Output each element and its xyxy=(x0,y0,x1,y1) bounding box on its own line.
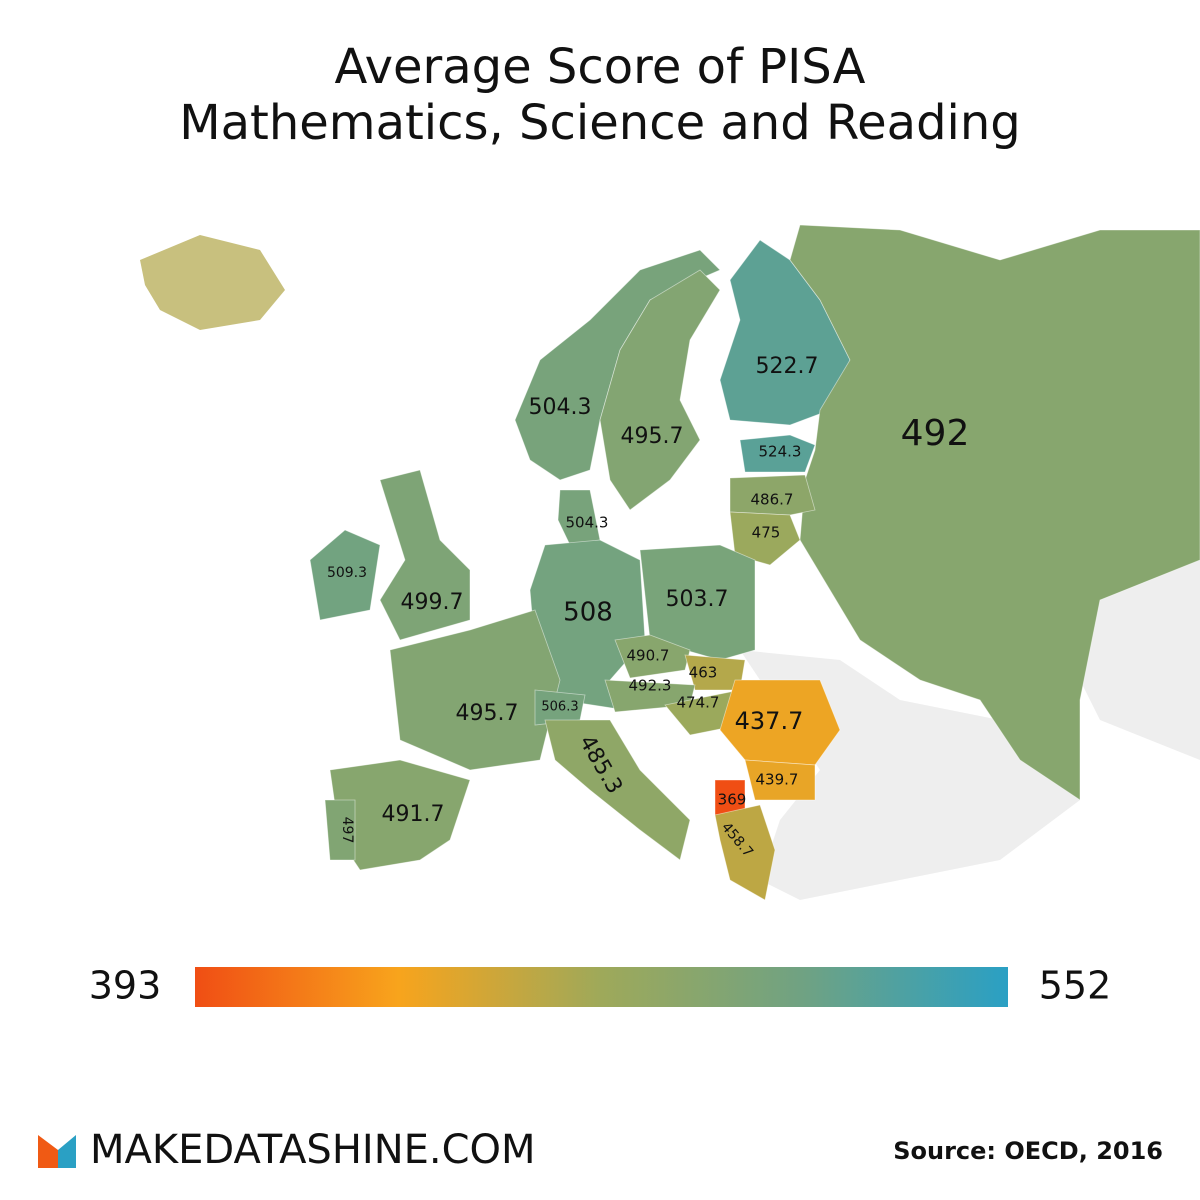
brand: MAKEDATASHINE.COM xyxy=(90,1127,536,1173)
legend-min: 393 xyxy=(89,964,162,1008)
country xyxy=(744,759,816,801)
country xyxy=(324,799,356,861)
country xyxy=(544,719,691,861)
country xyxy=(789,224,1200,801)
country-value: 492.3 xyxy=(629,677,672,695)
country-value: 495.7 xyxy=(456,701,519,726)
legend-max: 552 xyxy=(1039,964,1112,1008)
country xyxy=(599,269,721,511)
country xyxy=(379,469,471,641)
country-value: 509.3 xyxy=(327,565,367,581)
country-value: 486.7 xyxy=(751,491,794,509)
country xyxy=(739,434,816,473)
legend-bar xyxy=(195,967,1008,1007)
source: Source: OECD, 2016 xyxy=(893,1137,1163,1165)
country xyxy=(714,804,776,901)
country-value: 524.3 xyxy=(759,443,802,461)
country xyxy=(729,511,801,566)
title-line: Average Score of PISA xyxy=(335,39,866,95)
country-value: 491.7 xyxy=(382,802,445,827)
iceland xyxy=(140,235,285,330)
country-value: 495.7 xyxy=(621,424,684,449)
country-value: 490.7 xyxy=(627,647,670,665)
title-line: Mathematics, Science and Reading xyxy=(179,95,1021,151)
country-value: 474.7 xyxy=(677,694,720,712)
country xyxy=(309,529,381,621)
country-value: 504.3 xyxy=(566,514,609,532)
country-value: 506.3 xyxy=(541,700,578,715)
country-value: 492 xyxy=(901,413,970,454)
country-value: 475 xyxy=(752,524,781,542)
logo xyxy=(38,1135,58,1168)
country-value: 497 xyxy=(339,817,355,844)
country-value: 463 xyxy=(689,664,718,682)
country-value: 504.3 xyxy=(529,395,592,420)
country-value: 439.7 xyxy=(756,771,799,789)
country-value: 437.7 xyxy=(735,707,804,735)
country xyxy=(729,474,816,516)
country-value: 503.7 xyxy=(666,587,729,612)
country-value: 499.7 xyxy=(401,590,464,615)
country-value: 522.7 xyxy=(756,354,819,379)
country-value: 369 xyxy=(718,791,747,809)
country-value: 508 xyxy=(563,598,613,628)
logo xyxy=(58,1135,76,1168)
